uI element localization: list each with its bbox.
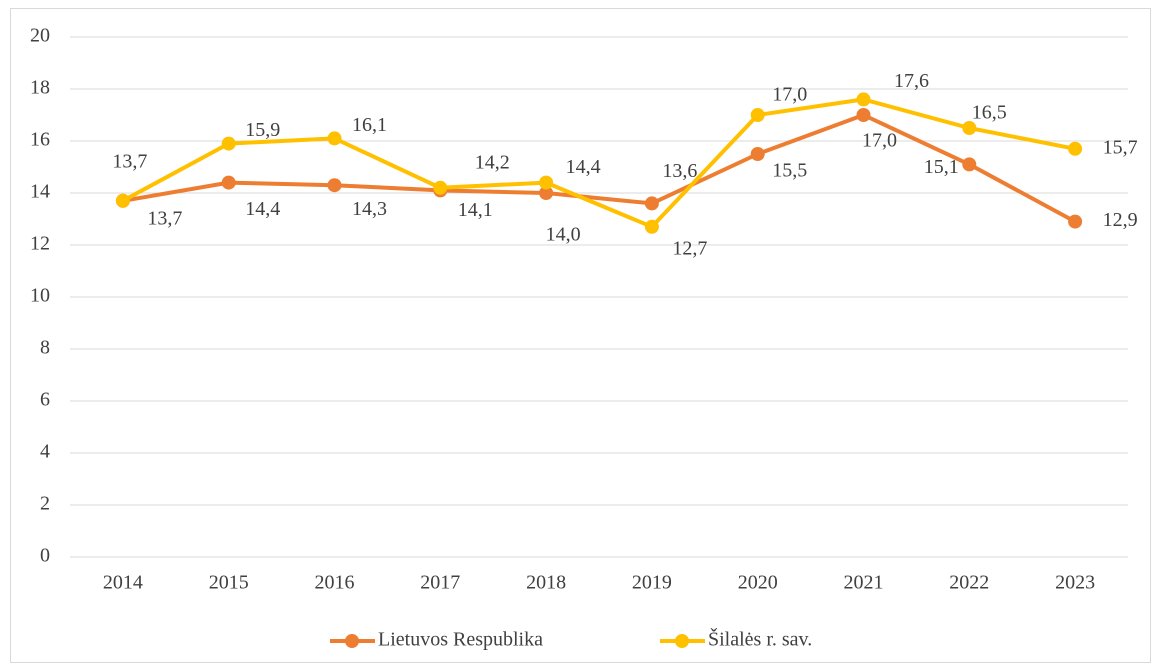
data-label: 15,9 [245, 119, 280, 141]
x-tick-label: 2017 [420, 572, 460, 594]
data-label: 12,9 [1103, 209, 1138, 231]
data-label: 15,5 [772, 160, 807, 182]
x-tick-label: 2020 [738, 572, 778, 594]
point [644, 196, 659, 211]
x-tick-label: 2023 [1055, 572, 1095, 594]
x-tick-label: 2021 [844, 572, 884, 594]
y-tick-label: 18 [30, 77, 50, 99]
point [433, 180, 448, 195]
chart-border [10, 8, 1151, 663]
x-tick-label: 2016 [315, 572, 355, 594]
data-label: 15,1 [924, 156, 959, 178]
data-label: 16,1 [352, 114, 387, 136]
legend-label: Šilalės r. sav. [708, 627, 812, 651]
point [327, 178, 342, 193]
y-tick-label: 10 [30, 285, 50, 307]
y-tick-label: 8 [40, 337, 50, 359]
y-tick-label: 0 [40, 545, 50, 567]
point [115, 193, 130, 208]
point [221, 136, 236, 151]
data-label: 17,6 [894, 70, 929, 92]
legend-marker [675, 634, 689, 648]
y-tick-label: 4 [40, 441, 50, 463]
point [750, 108, 765, 122]
data-label: 14,3 [352, 198, 387, 220]
y-tick-label: 14 [30, 181, 50, 203]
data-label: 15,7 [1103, 136, 1138, 158]
data-label: 13,7 [112, 150, 147, 172]
data-label: 14,4 [245, 198, 280, 220]
data-label: 14,2 [475, 151, 510, 173]
data-label: 13,7 [147, 207, 182, 229]
y-tick-label: 12 [30, 233, 50, 255]
x-tick-label: 2015 [209, 572, 249, 594]
x-tick-label: 2019 [632, 572, 672, 594]
series-line [122, 113, 1077, 224]
point [539, 175, 554, 190]
data-label: 17,0 [862, 130, 897, 152]
data-label: 13,6 [662, 160, 697, 182]
data-label: 12,7 [672, 237, 707, 259]
point [962, 157, 977, 172]
data-label: 14,4 [566, 156, 601, 178]
series-line [121, 97, 1076, 229]
data-label: 14,0 [546, 224, 581, 246]
y-tick-label: 16 [30, 129, 50, 151]
point [1068, 214, 1083, 229]
point [962, 121, 977, 135]
point [539, 186, 554, 200]
point [856, 92, 871, 107]
data-label: 17,0 [772, 84, 807, 106]
y-tick-label: 2 [40, 493, 50, 515]
x-tick-label: 2018 [526, 572, 566, 594]
point [856, 108, 871, 122]
data-label: 16,5 [972, 102, 1007, 124]
legend-label: Lietuvos Respublika [378, 629, 543, 651]
point [750, 147, 765, 161]
point [644, 219, 659, 234]
point [221, 175, 236, 190]
data-label: 14,1 [458, 199, 493, 221]
x-tick-label: 2022 [949, 572, 989, 594]
x-tick-label: 2014 [103, 572, 143, 594]
y-tick-label: 6 [40, 389, 50, 411]
legend-marker [345, 634, 359, 648]
point [1068, 141, 1083, 156]
point [327, 131, 342, 146]
y-tick-label: 20 [30, 25, 50, 47]
